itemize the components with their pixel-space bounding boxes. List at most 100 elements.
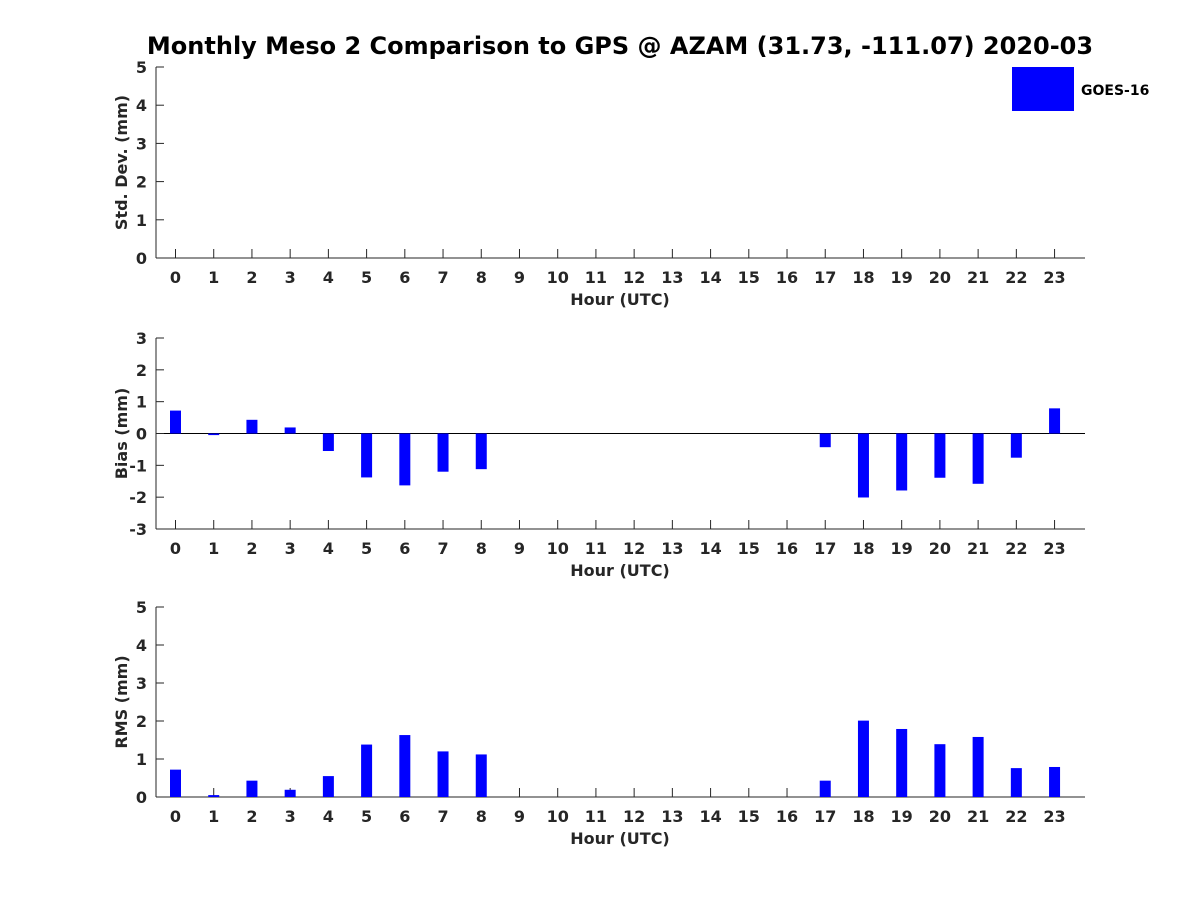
bias-x-axis-label: Hour (UTC) (570, 561, 670, 580)
std-x-tick-label: 9 (514, 268, 525, 287)
rms-x-tick-label: 1 (208, 807, 219, 826)
bias-bar-hour-2 (246, 419, 258, 434)
rms-bar-hour-19 (896, 728, 908, 797)
rms-y-tick-label: 1 (136, 750, 147, 769)
std-y-tick-label: 2 (136, 173, 147, 192)
rms-x-tick-label: 15 (738, 807, 760, 826)
rms-x-tick-label: 19 (891, 807, 913, 826)
std-x-tick-label: 6 (399, 268, 410, 287)
std-x-tick-label: 19 (891, 268, 913, 287)
std-x-tick-label: 22 (1005, 268, 1027, 287)
std-y-tick-label: 3 (136, 134, 147, 153)
bias-bar-hour-0 (170, 410, 181, 434)
bias-bar-hour-4 (322, 433, 334, 452)
rms-bar-hour-7 (437, 751, 449, 797)
bias-x-tick-label: 16 (776, 539, 798, 558)
rms-x-tick-label: 12 (623, 807, 645, 826)
rms-y-tick-label: 5 (136, 598, 147, 617)
std-x-tick-label: 17 (814, 268, 836, 287)
rms-bar-hour-20 (934, 744, 946, 797)
std-x-tick-label: 16 (776, 268, 798, 287)
rms-bar-hour-0 (170, 769, 181, 797)
rms-bar-hour-23 (1049, 766, 1061, 797)
rms-x-tick-label: 13 (661, 807, 683, 826)
bias-bar-hour-7 (437, 433, 449, 472)
bias-x-tick-label: 3 (285, 539, 296, 558)
bias-y-tick-label: 3 (136, 329, 147, 348)
std-x-tick-label: 18 (852, 268, 874, 287)
rms-bar-hour-6 (399, 735, 411, 797)
std-x-tick-label: 5 (361, 268, 372, 287)
rms-bar-hour-4 (322, 776, 334, 797)
rms-x-tick-label: 14 (699, 807, 721, 826)
rms-x-tick-label: 4 (323, 807, 334, 826)
rms-bar-hour-8 (475, 754, 487, 797)
std-y-axis-label: Std. Dev. (mm) (112, 95, 131, 230)
bias-x-tick-label: 14 (699, 539, 721, 558)
std-y-tick-label: 1 (136, 211, 147, 230)
bias-bar-hour-20 (934, 433, 946, 478)
bias-x-tick-label: 17 (814, 539, 836, 558)
bias-y-tick-label: -1 (129, 456, 147, 475)
bias-bar-hour-6 (399, 433, 411, 486)
legend: GOES-16 (1012, 67, 1149, 111)
rms-x-tick-label: 6 (399, 807, 410, 826)
rms-x-tick-label: 8 (476, 807, 487, 826)
rms-bar-hour-18 (857, 720, 869, 797)
bias-x-tick-label: 7 (437, 539, 448, 558)
std-x-tick-label: 23 (1043, 268, 1065, 287)
rms-y-tick-label: 3 (136, 674, 147, 693)
rms-x-tick-label: 2 (246, 807, 257, 826)
bias-x-tick-label: 23 (1043, 539, 1065, 558)
std-x-tick-label: 20 (929, 268, 951, 287)
rms-bar-hour-22 (1010, 768, 1022, 797)
rms-x-tick-label: 16 (776, 807, 798, 826)
rms-x-axis-label: Hour (UTC) (570, 829, 670, 848)
rms-y-axis-label: RMS (mm) (112, 655, 131, 748)
rms-bar-hour-5 (361, 744, 373, 797)
bias-x-tick-label: 9 (514, 539, 525, 558)
bias-y-tick-label: 1 (136, 393, 147, 412)
std-x-axis-label: Hour (UTC) (570, 290, 670, 309)
bias-bar-hour-18 (857, 433, 869, 498)
std-x-tick-label: 12 (623, 268, 645, 287)
rms-bar-hour-21 (972, 736, 984, 797)
std-x-tick-label: 13 (661, 268, 683, 287)
bias-bar-hour-8 (475, 433, 487, 470)
bias-x-tick-label: 15 (738, 539, 760, 558)
rms-x-tick-label: 17 (814, 807, 836, 826)
std-x-tick-label: 21 (967, 268, 989, 287)
bias-x-tick-label: 13 (661, 539, 683, 558)
std-x-tick-label: 1 (208, 268, 219, 287)
rms-x-tick-label: 11 (585, 807, 607, 826)
bias-x-tick-label: 18 (852, 539, 874, 558)
std-x-tick-label: 2 (246, 268, 257, 287)
rms-x-tick-label: 7 (437, 807, 448, 826)
rms-x-tick-label: 3 (285, 807, 296, 826)
std-x-tick-label: 11 (585, 268, 607, 287)
bias-x-tick-label: 11 (585, 539, 607, 558)
bias-bar-hour-21 (972, 433, 984, 484)
rms-x-tick-label: 5 (361, 807, 372, 826)
rms-x-tick-label: 23 (1043, 807, 1065, 826)
std-y-tick-label: 0 (136, 249, 147, 268)
std-x-tick-label: 10 (547, 268, 569, 287)
std-x-tick-label: 15 (738, 268, 760, 287)
bias-x-tick-label: 21 (967, 539, 989, 558)
std-x-tick-label: 14 (699, 268, 721, 287)
std-x-tick-label: 7 (437, 268, 448, 287)
bias-x-tick-label: 4 (323, 539, 334, 558)
std-x-tick-label: 4 (323, 268, 334, 287)
bias-bar-hour-22 (1010, 433, 1022, 458)
rms-y-tick-label: 4 (136, 636, 147, 655)
bias-y-tick-label: -3 (129, 520, 147, 539)
bias-x-tick-label: 1 (208, 539, 219, 558)
rms-y-tick-label: 0 (136, 788, 147, 807)
bias-bar-hour-5 (361, 433, 373, 478)
bias-y-axis-label: Bias (mm) (112, 388, 131, 480)
